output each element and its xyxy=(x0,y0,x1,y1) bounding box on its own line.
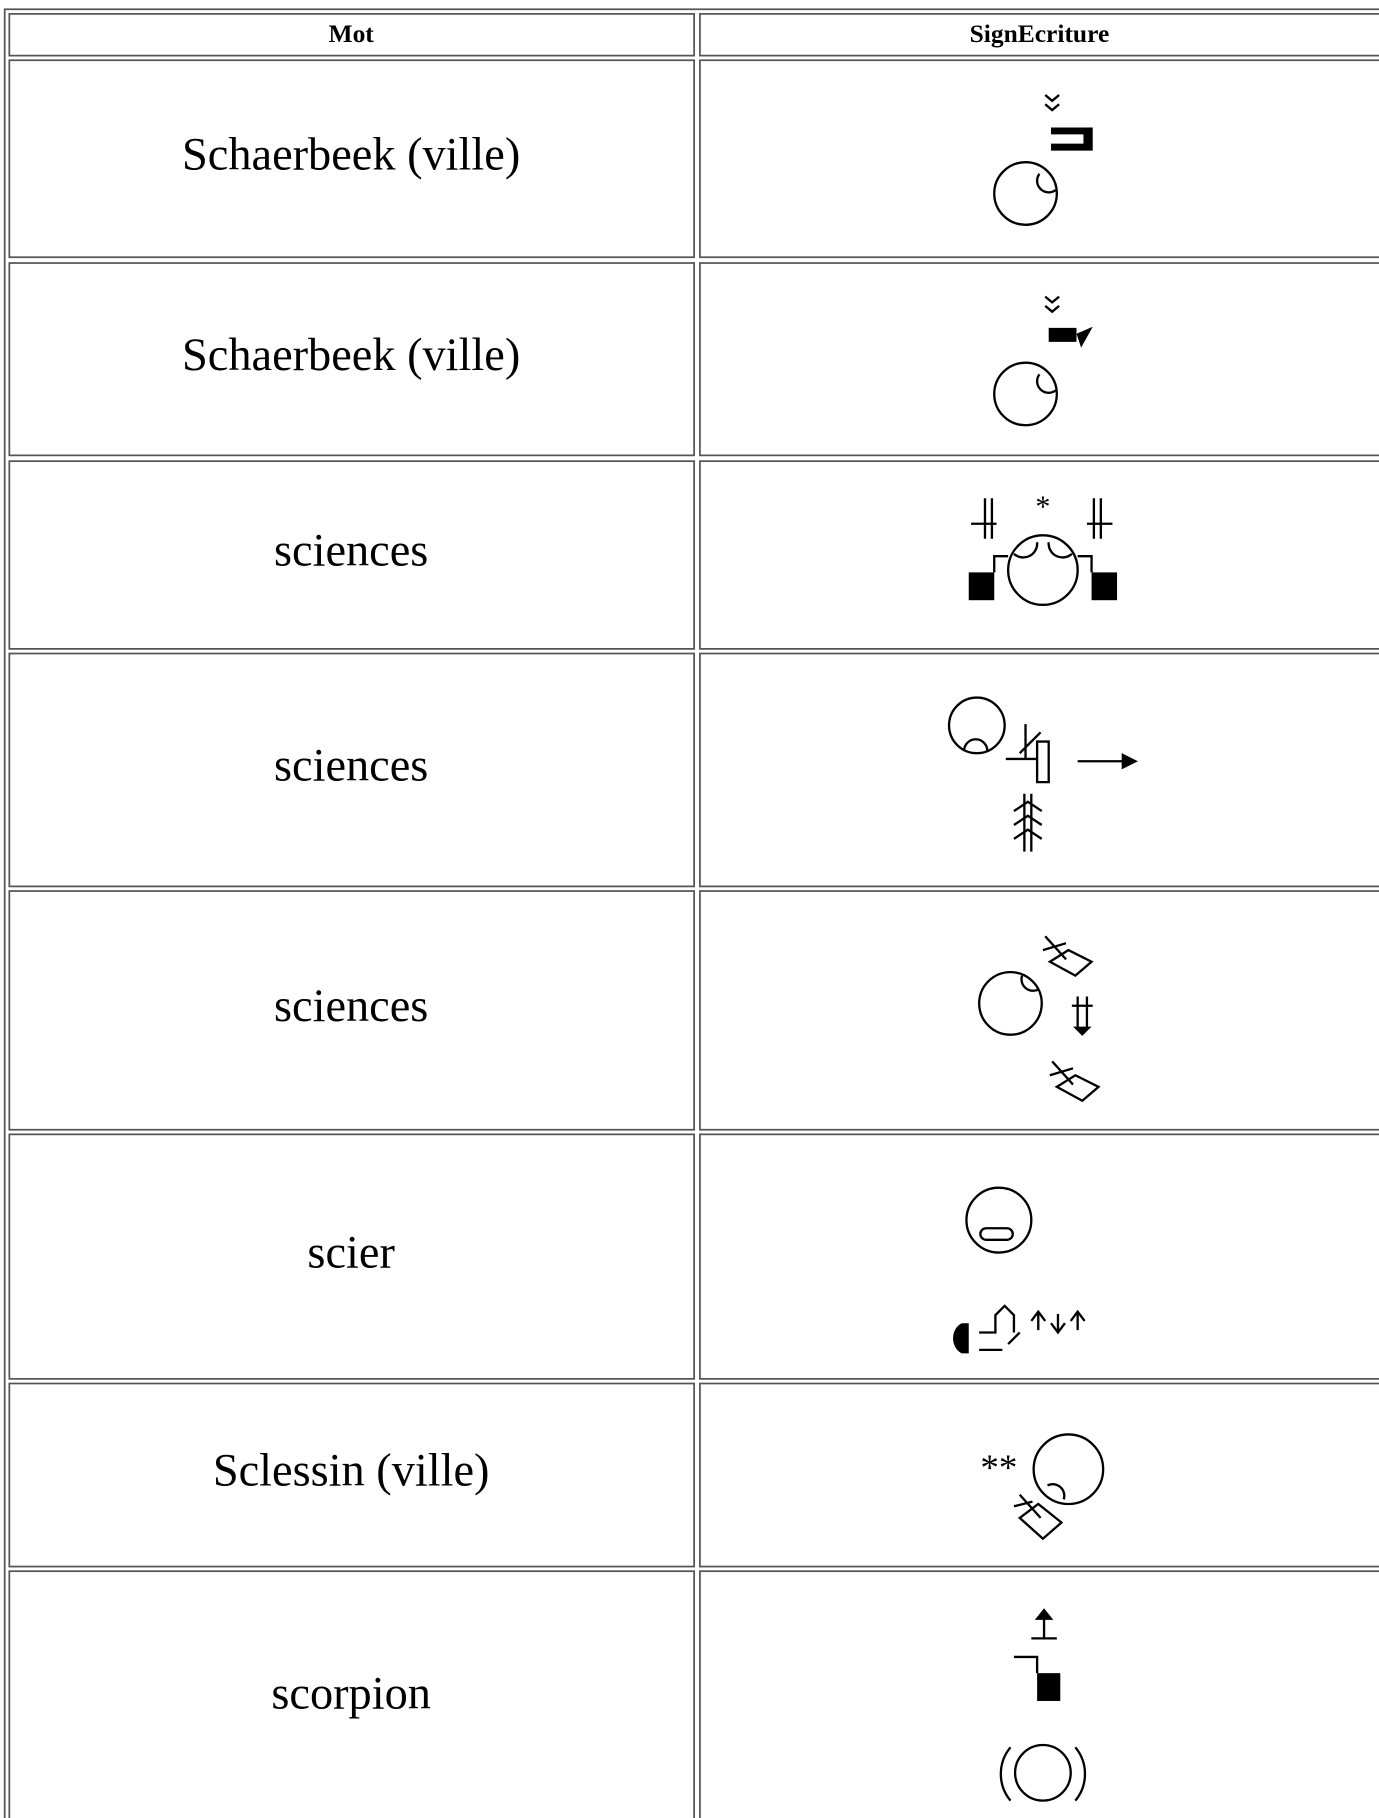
table-border xyxy=(3,8,1379,1818)
table-cell xyxy=(8,890,696,1131)
table-cell xyxy=(699,652,1379,888)
word: Schaerbeek (ville) xyxy=(182,129,520,180)
word: scorpion xyxy=(271,1669,431,1720)
word: Sclessin (ville) xyxy=(213,1446,490,1497)
table-cell xyxy=(699,460,1379,650)
table-cell xyxy=(699,1382,1379,1568)
word: Schaerbeek (ville) xyxy=(182,330,520,381)
table-cell xyxy=(8,1570,696,1818)
glyph-star: * xyxy=(1035,490,1050,524)
table-cell xyxy=(699,1570,1379,1818)
table-cell xyxy=(699,262,1379,457)
word: sciences xyxy=(274,741,428,792)
table-cell xyxy=(8,1133,696,1380)
table-cell xyxy=(699,1133,1379,1380)
table-cell xyxy=(8,652,696,888)
glyph-stars: ** xyxy=(980,1448,1017,1489)
table-cell xyxy=(8,262,696,457)
header-cell xyxy=(8,13,696,57)
header-label: SignEcriture xyxy=(970,19,1110,48)
table-cell xyxy=(8,460,696,650)
word: sciences xyxy=(274,981,428,1032)
sign-glyphs: * ** xyxy=(947,94,1138,1802)
table-cell xyxy=(699,59,1379,259)
header-cell xyxy=(699,13,1379,57)
word: sciences xyxy=(274,526,428,577)
table-cell xyxy=(8,59,696,259)
table-cell xyxy=(699,890,1379,1131)
table-cell xyxy=(8,1382,696,1568)
word: scier xyxy=(307,1227,395,1278)
header-label: Mot xyxy=(329,19,375,48)
